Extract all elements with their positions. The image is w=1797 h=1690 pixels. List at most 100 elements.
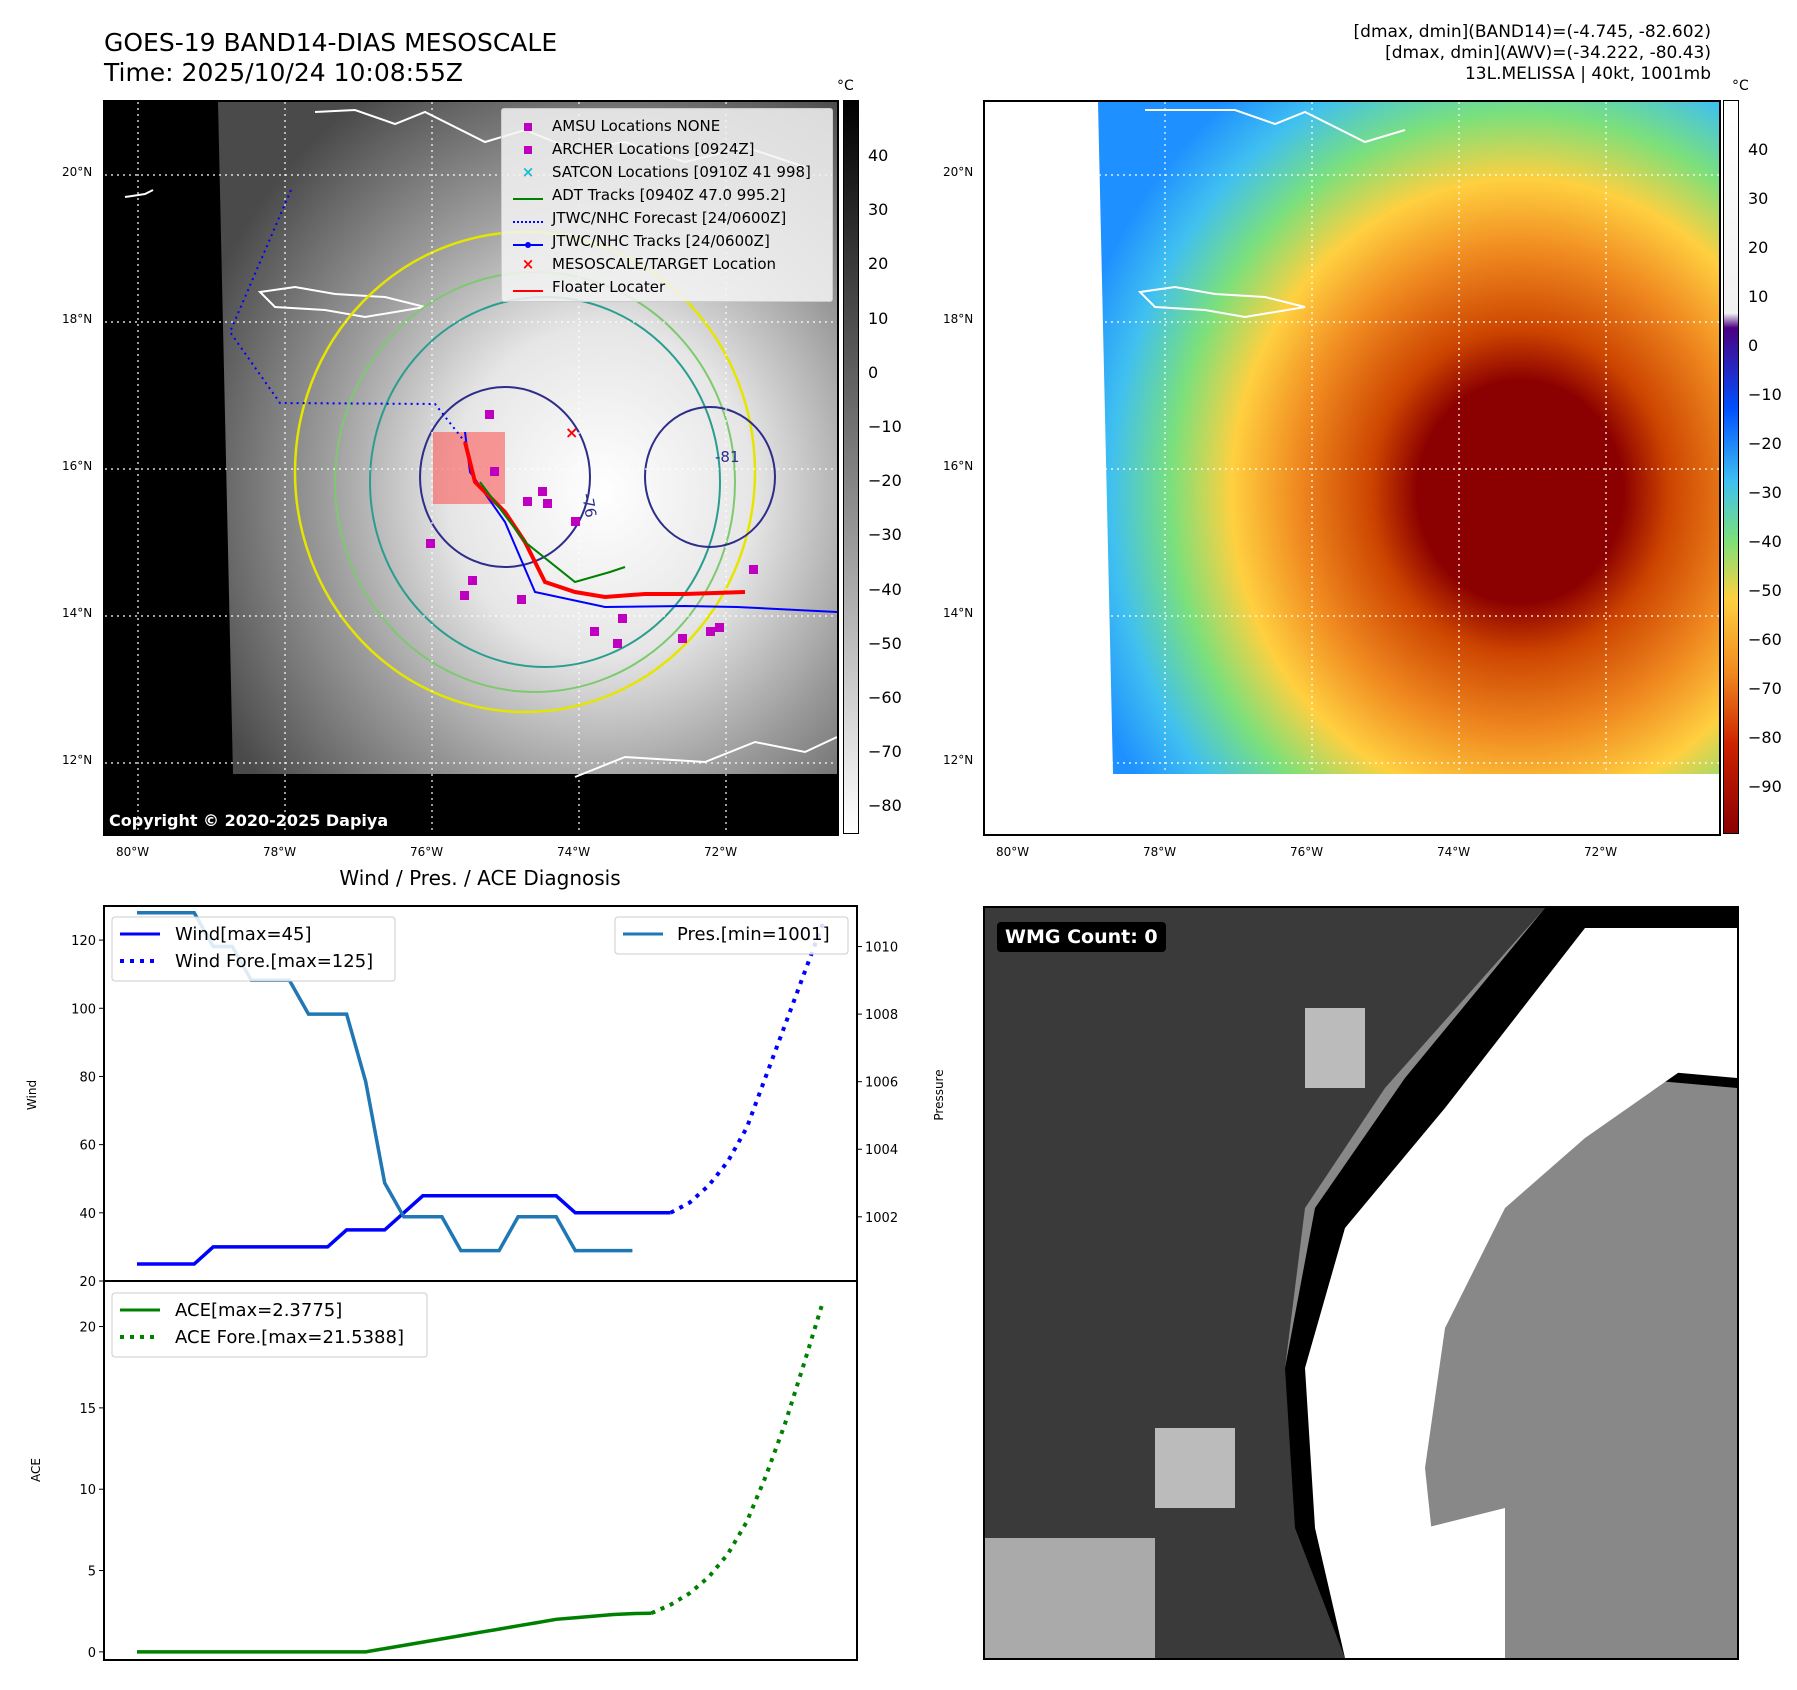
svg-text:×: × bbox=[565, 423, 578, 442]
colorbar-right-unit: °C bbox=[1732, 78, 1749, 94]
colorbar-tick-label: 0 bbox=[1748, 336, 1759, 355]
ace-fore-legend-label: ACE Fore.[max=21.5388] bbox=[175, 1327, 404, 1348]
colorbar-tick-label: −50 bbox=[868, 633, 902, 653]
latitude-label: 18°N bbox=[943, 312, 974, 326]
wind-tick-label: 20 bbox=[79, 1275, 96, 1290]
wmg-count-badge: WMG Count: 0 bbox=[997, 922, 1166, 952]
wind-series-line bbox=[669, 922, 825, 1215]
map-legend-item: × SATCON Locations [0910Z 41 998] bbox=[510, 161, 811, 183]
pressure-tick-label: 1002 bbox=[865, 1211, 898, 1226]
ace-series-line bbox=[650, 1300, 825, 1616]
pressure-tick-label: 1010 bbox=[865, 941, 898, 956]
colorbar-tick-label: 10 bbox=[1748, 287, 1769, 306]
wind-series-line bbox=[137, 1194, 671, 1266]
longitude-label: 76°W bbox=[410, 845, 444, 859]
map-legend-label: MESOSCALE/TARGET Location bbox=[552, 255, 777, 273]
pressure-legend-label: Pres.[min=1001] bbox=[677, 924, 830, 945]
wind-tick-label: 60 bbox=[79, 1139, 96, 1154]
wmg-image bbox=[985, 908, 1737, 1658]
latitude-label: 16°N bbox=[943, 459, 974, 473]
latitude-label: 20°N bbox=[62, 165, 93, 179]
diagnosis-title: Wind / Pres. / ACE Diagnosis bbox=[339, 866, 621, 890]
latitude-label: 16°N bbox=[62, 459, 93, 473]
longitude-label: 76°W bbox=[1290, 845, 1324, 859]
pressure-legend bbox=[614, 916, 849, 955]
contour-label-2: -76 bbox=[578, 492, 600, 519]
info-line2: [dmax, dmin](AWV)=(-34.222, -80.43) bbox=[1385, 43, 1711, 63]
ace-series-line bbox=[137, 1611, 652, 1654]
dotted-marker-icon bbox=[510, 209, 546, 227]
info-line1: [dmax, dmin](BAND14)=(-4.745, -82.602) bbox=[1353, 22, 1711, 42]
map-legend-label: JTWC/NHC Forecast [24/0600Z] bbox=[552, 209, 787, 227]
ace-tick-label: 0 bbox=[88, 1646, 96, 1661]
ir-map-panel: × -81 -76 AMSU Locations NONE ARCHER Loca… bbox=[103, 100, 839, 836]
colorbar-left bbox=[843, 100, 859, 834]
wind-legend bbox=[111, 916, 396, 982]
copyright-text: Copyright © 2020-2025 Dapiya bbox=[109, 811, 389, 830]
map-legend-item: × MESOSCALE/TARGET Location bbox=[510, 253, 776, 275]
longitude-label: 78°W bbox=[263, 845, 297, 859]
colorbar-tick-label: −40 bbox=[1748, 532, 1782, 551]
wind-tick-label: 100 bbox=[71, 1002, 96, 1017]
ace-tick-label: 10 bbox=[79, 1483, 96, 1498]
colorbar-tick-label: 30 bbox=[868, 200, 889, 220]
map-title-line1: GOES-19 BAND14-DIAS MESOSCALE bbox=[104, 28, 558, 57]
colorbar-tick-label: 0 bbox=[868, 362, 879, 382]
map-legend: AMSU Locations NONE ARCHER Locations [092… bbox=[501, 108, 833, 302]
colorbar-tick-label: −50 bbox=[1748, 581, 1782, 600]
colorbar-left-unit: °C bbox=[837, 78, 854, 94]
line-dot-marker-icon bbox=[510, 232, 546, 250]
map-legend-label: ARCHER Locations [0924Z] bbox=[552, 140, 755, 158]
info-line3: 13L.MELISSA | 40kt, 1001mb bbox=[1464, 64, 1711, 84]
latitude-label: 18°N bbox=[62, 312, 93, 326]
ace-tick-label: 5 bbox=[88, 1565, 96, 1580]
line-marker-icon bbox=[510, 278, 546, 296]
latitude-label: 12°N bbox=[62, 753, 93, 767]
map-legend-label: Floater Locater bbox=[552, 278, 666, 296]
map-legend-item: JTWC/NHC Tracks [24/0600Z] bbox=[510, 230, 770, 252]
colorbar-tick-label: −40 bbox=[868, 579, 902, 599]
wind-tick-label: 80 bbox=[79, 1070, 96, 1085]
colorbar-tick-label: −30 bbox=[1748, 483, 1782, 502]
colorbar-tick-label: 30 bbox=[1748, 189, 1769, 208]
latitude-label: 12°N bbox=[943, 753, 974, 767]
map-legend-item: ADT Tracks [0940Z 47.0 995.2] bbox=[510, 184, 786, 206]
map-legend-item: ARCHER Locations [0924Z] bbox=[510, 138, 755, 160]
longitude-label: 78°W bbox=[1143, 845, 1177, 859]
colorbar-tick-label: −60 bbox=[1748, 630, 1782, 649]
longitude-label: 72°W bbox=[704, 845, 738, 859]
colorbar-tick-label: −10 bbox=[868, 417, 902, 436]
pressure-tick-label: 1008 bbox=[865, 1008, 898, 1023]
pressure-tick-label: 1004 bbox=[865, 1143, 898, 1158]
colorbar-tick-label: 20 bbox=[1748, 238, 1769, 257]
x-marker-icon: × bbox=[521, 163, 535, 181]
longitude-label: 80°W bbox=[996, 845, 1030, 859]
colorbar-tick-label: −20 bbox=[1748, 434, 1782, 453]
wind-tick-label: 40 bbox=[79, 1207, 96, 1222]
colorbar-tick-label: −70 bbox=[868, 742, 902, 762]
longitude-label: 74°W bbox=[557, 845, 591, 859]
colorbar-tick-label: −70 bbox=[1748, 679, 1782, 698]
map-legend-label: SATCON Locations [0910Z 41 998] bbox=[552, 163, 811, 181]
map-legend-label: ADT Tracks [0940Z 47.0 995.2] bbox=[552, 186, 786, 204]
wind-fore-legend-label: Wind Fore.[max=125] bbox=[175, 951, 373, 972]
ace-legend bbox=[111, 1292, 428, 1358]
ace-legend-label: ACE[max=2.3775] bbox=[175, 1300, 342, 1321]
map-title-line2: Time: 2025/10/24 10:08:55Z bbox=[104, 58, 463, 87]
colorbar-tick-label: 40 bbox=[1748, 140, 1769, 159]
colorbar-tick-label: −80 bbox=[868, 796, 902, 816]
latitude-label: 14°N bbox=[943, 606, 974, 620]
square-marker-icon bbox=[510, 117, 546, 135]
pressure-axis-label: Pressure bbox=[932, 1069, 946, 1120]
colorbar-tick-label: −60 bbox=[868, 688, 902, 707]
colorbar-tick-label: −30 bbox=[868, 525, 902, 545]
x-marker-icon: × bbox=[521, 255, 535, 273]
awv-map-panel bbox=[983, 100, 1721, 836]
colorbar-tick-label: −80 bbox=[1748, 728, 1782, 747]
line-marker-icon bbox=[510, 186, 546, 204]
diagnosis-chart: Wind Pressure ACE 2040608010012010021004… bbox=[25, 905, 946, 1661]
pressure-tick-label: 1006 bbox=[865, 1076, 898, 1091]
contour-label-1: -81 bbox=[715, 448, 740, 466]
map-legend-item: JTWC/NHC Forecast [24/0600Z] bbox=[510, 207, 786, 229]
colorbar-tick-label: −10 bbox=[1748, 385, 1782, 404]
